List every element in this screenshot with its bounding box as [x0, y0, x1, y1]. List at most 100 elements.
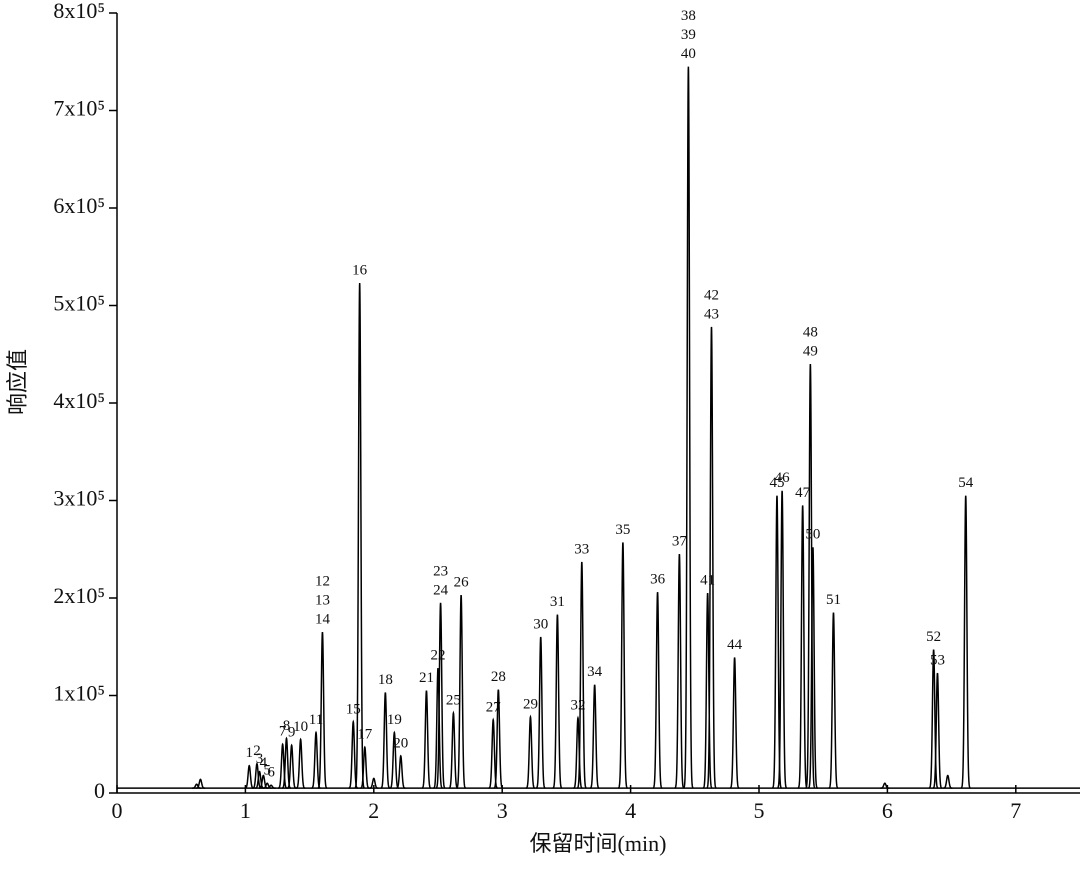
peak-label: 50 [805, 527, 820, 543]
peak-label: 53 [930, 653, 945, 669]
peak-label: 16 [352, 263, 368, 279]
peak-label: 10 [293, 719, 308, 735]
peak [805, 363, 816, 789]
peak-label: 31 [550, 594, 565, 610]
peak [493, 689, 504, 789]
y-tick-label: 7x10⁵ [53, 96, 105, 121]
peak [960, 495, 971, 789]
y-tick-label: 1x10⁵ [53, 681, 105, 706]
peak-label: 41 [700, 573, 715, 589]
peak [277, 742, 288, 789]
peak [589, 684, 600, 789]
peak-label: 49 [803, 343, 818, 359]
peak [932, 672, 943, 789]
peak-label: 48 [803, 324, 818, 340]
peak [552, 614, 563, 789]
peak-label: 46 [775, 470, 791, 486]
peak-label: 25 [446, 692, 461, 708]
peak-label: 22 [431, 648, 446, 664]
peak [266, 784, 276, 789]
peak-label: 45 [769, 475, 784, 491]
peak-label: 42 [704, 287, 719, 303]
peak [573, 715, 583, 789]
peak-label: 51 [826, 592, 841, 608]
peak-label: 38 [681, 8, 696, 24]
y-tick-label: 5x10⁵ [53, 291, 105, 316]
peak [702, 593, 713, 789]
peak-label: 28 [491, 669, 506, 685]
peak [674, 554, 685, 789]
peak [525, 714, 536, 789]
x-tick-label: 7 [1010, 798, 1021, 823]
peak [433, 668, 443, 789]
x-tick-label: 5 [754, 798, 765, 823]
peak [244, 764, 254, 789]
y-tick-label: 3x10⁵ [53, 486, 105, 511]
peak-label: 15 [346, 701, 361, 717]
peak-label: 47 [795, 485, 811, 501]
peak [435, 602, 446, 789]
peak-label: 8 [283, 718, 291, 734]
peak [360, 745, 370, 789]
peak-label: 21 [419, 670, 434, 686]
peak [195, 778, 206, 789]
peak-label: 44 [727, 637, 743, 653]
x-tick-label: 3 [497, 798, 508, 823]
peak-label: 4 [260, 755, 268, 771]
peak-label: 34 [587, 664, 603, 680]
y-tick-label: 8x10⁵ [53, 0, 105, 23]
peak [729, 657, 740, 789]
y-axis-title: 响应值 [5, 349, 30, 415]
peak [286, 743, 297, 789]
peak-label: 9 [288, 725, 296, 741]
peak-label: 13 [315, 593, 330, 609]
y-tick-label: 6x10⁵ [53, 193, 105, 218]
peak-label: 12 [315, 574, 330, 590]
peak-label: 20 [393, 735, 408, 751]
peak-label: 24 [433, 582, 449, 598]
peak [652, 592, 663, 789]
peak-label: 23 [433, 563, 448, 579]
peak [191, 783, 202, 789]
peak [456, 594, 466, 789]
peak-label: 14 [315, 612, 331, 628]
peak-label: 32 [570, 697, 585, 713]
peak [576, 561, 587, 789]
peak [317, 632, 328, 789]
peak [618, 542, 628, 789]
peak [448, 710, 459, 789]
peak-label: 43 [704, 306, 719, 322]
y-tick-label: 0 [94, 778, 105, 803]
peak [535, 636, 546, 789]
peak-label: 5 [263, 763, 271, 779]
y-tick-label: 4x10⁵ [53, 388, 105, 413]
x-axis-title: 保留时间(min) [530, 831, 667, 856]
x-tick-label: 0 [112, 798, 123, 823]
peak-label: 1 [246, 745, 254, 761]
peak [943, 774, 953, 789]
peak-label: 39 [681, 27, 696, 43]
peak [683, 66, 694, 789]
peak [281, 736, 292, 789]
peak-label: 6 [267, 765, 275, 781]
peak [369, 777, 379, 789]
peak [880, 782, 890, 789]
x-tick-label: 1 [240, 798, 251, 823]
peak [262, 782, 272, 789]
peak-label: 17 [357, 727, 373, 743]
peak [797, 505, 808, 789]
peak-label: 7 [279, 724, 287, 740]
peak [396, 754, 406, 789]
peak-label: 29 [523, 696, 538, 712]
peak-label: 37 [672, 534, 688, 550]
peak [772, 495, 782, 789]
peak-label: 19 [387, 712, 402, 728]
peak [488, 717, 498, 789]
peak [295, 737, 306, 789]
peak-label: 3 [256, 751, 264, 767]
peak [828, 612, 839, 789]
x-tick-label: 6 [882, 798, 893, 823]
peak-label: 52 [926, 629, 941, 645]
peak [808, 547, 818, 789]
